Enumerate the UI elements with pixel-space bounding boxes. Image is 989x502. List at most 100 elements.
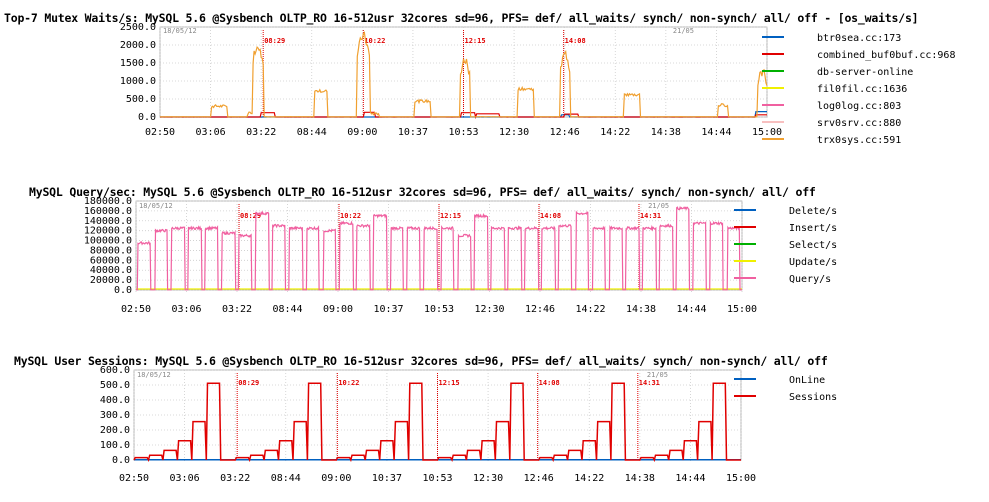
- x-tick-label: 10:53: [424, 304, 454, 315]
- x-tick-label: 14:44: [701, 127, 731, 138]
- y-tick-label: 0.0: [114, 285, 132, 296]
- marker-label: 10:22: [338, 379, 359, 387]
- y-tick-label: 2000.0: [120, 40, 156, 51]
- x-tick-label: 03:06: [196, 127, 226, 138]
- x-tick-label: 03:22: [222, 304, 252, 315]
- x-tick-label: 14:38: [625, 473, 655, 484]
- query-sec-chart: MySQL Query/sec: MySQL 5.6 @Sysbench OLT…: [0, 180, 989, 345]
- marker-label: 14:08: [565, 37, 586, 45]
- y-tick-label: 200.0: [100, 425, 130, 436]
- legend-label: combined_buf0buf.cc:968: [817, 50, 955, 61]
- y-tick-label: 1500.0: [120, 58, 156, 69]
- legend-label: db-server-online: [817, 67, 913, 78]
- x-tick-label: 12:46: [525, 304, 555, 315]
- marker-label: 12:15: [465, 37, 486, 45]
- legend-label: Query/s: [789, 274, 831, 285]
- y-tick-label: 40000.0: [90, 265, 132, 276]
- y-tick-label: 140000.0: [84, 216, 132, 227]
- x-tick-label: 12:30: [473, 473, 503, 484]
- series-line: [133, 382, 741, 463]
- date-mark: 21/05: [673, 27, 694, 35]
- date-mark: 21/05: [648, 202, 669, 210]
- legend-label: OnLine: [789, 375, 825, 386]
- date-mark: 18/05/12: [163, 27, 197, 35]
- x-tick-label: 14:44: [676, 304, 706, 315]
- y-tick-label: 120000.0: [84, 226, 132, 237]
- y-tick-label: 60000.0: [90, 255, 132, 266]
- x-tick-label: 10:37: [398, 127, 428, 138]
- y-tick-label: 600.0: [100, 365, 130, 376]
- marker-label: 14:31: [639, 379, 660, 387]
- x-tick-label: 03:06: [170, 473, 200, 484]
- marker-label: 14:08: [540, 212, 561, 220]
- x-tick-label: 14:38: [626, 304, 656, 315]
- x-tick-label: 09:00: [321, 473, 351, 484]
- y-tick-label: 500.0: [126, 94, 156, 105]
- series-line: [136, 205, 742, 291]
- x-tick-label: 03:06: [171, 304, 201, 315]
- x-tick-label: 14:44: [675, 473, 705, 484]
- x-tick-label: 12:46: [524, 473, 554, 484]
- x-tick-label: 10:53: [448, 127, 478, 138]
- legend-label: Insert/s: [789, 223, 837, 234]
- legend-label: btr0sea.cc:173: [817, 33, 901, 44]
- x-tick-label: 12:30: [499, 127, 529, 138]
- legend-label: Delete/s: [789, 206, 837, 217]
- legend-label: Update/s: [789, 257, 837, 268]
- x-tick-label: 15:00: [726, 473, 756, 484]
- y-tick-label: 2500.0: [120, 22, 156, 33]
- x-tick-label: 02:50: [119, 473, 149, 484]
- legend-label: srv0srv.cc:880: [817, 118, 901, 129]
- x-tick-label: 10:37: [372, 473, 402, 484]
- marker-label: 08:29: [264, 37, 285, 45]
- y-tick-label: 400.0: [100, 395, 130, 406]
- y-tick-label: 1000.0: [120, 76, 156, 87]
- x-tick-label: 14:22: [575, 304, 605, 315]
- marker-label: 12:15: [440, 212, 461, 220]
- mutex-waits-chart: Top-7 Mutex Waits/s: MySQL 5.6 @Sysbench…: [0, 0, 989, 160]
- y-tick-label: 160000.0: [84, 206, 132, 217]
- chart-svg: 0.0 100.0 200.0 300.0 400.0 500.0 600.0 02:50 03…: [100, 365, 837, 484]
- chart-title: MySQL User Sessions: MySQL 5.6 @Sysbench…: [14, 354, 828, 368]
- marker-label: 10:22: [340, 212, 361, 220]
- date-mark: 21/05: [647, 371, 668, 379]
- x-tick-label: 15:00: [727, 304, 757, 315]
- x-tick-label: 10:53: [422, 473, 452, 484]
- x-tick-label: 09:00: [323, 304, 353, 315]
- y-tick-label: 500.0: [100, 380, 130, 391]
- plot-area: [135, 200, 743, 291]
- legend-label: log0log.cc:803: [817, 101, 901, 112]
- x-tick-label: 10:37: [373, 304, 403, 315]
- y-tick-label: 80000.0: [90, 245, 132, 256]
- x-tick-label: 14:22: [574, 473, 604, 484]
- x-tick-label: 08:44: [297, 127, 327, 138]
- chart-title: Top-7 Mutex Waits/s: MySQL 5.6 @Sysbench…: [4, 11, 919, 25]
- x-tick-label: 14:22: [600, 127, 630, 138]
- marker-label: 12:15: [439, 379, 460, 387]
- x-tick-label: 08:44: [272, 304, 302, 315]
- date-mark: 18/05/12: [139, 202, 173, 210]
- y-tick-label: 100.0: [100, 440, 130, 451]
- series-line: [160, 30, 768, 118]
- x-tick-label: 12:30: [474, 304, 504, 315]
- y-tick-label: 20000.0: [90, 275, 132, 286]
- date-mark: 18/05/12: [137, 371, 171, 379]
- marker-label: 10:22: [364, 37, 385, 45]
- x-tick-label: 02:50: [145, 127, 175, 138]
- x-tick-label: 02:50: [121, 304, 151, 315]
- marker-label: 14:31: [640, 212, 661, 220]
- user-sessions-chart: MySQL User Sessions: MySQL 5.6 @Sysbench…: [0, 348, 989, 502]
- chart-title: MySQL Query/sec: MySQL 5.6 @Sysbench OLT…: [29, 185, 816, 199]
- legend-label: trx0sys.cc:591: [817, 135, 901, 146]
- chart-svg: 0.0 500.0 1000.0 1500.0 2000.0 2500.0 02:50 03:…: [120, 22, 956, 146]
- x-tick-label: 15:00: [752, 127, 782, 138]
- marker-label: 08:29: [238, 379, 259, 387]
- marker-label: 08:29: [240, 212, 261, 220]
- x-tick-label: 09:00: [347, 127, 377, 138]
- chart-svg: 0.020000.040000.060000.080000.0100000.01…: [84, 196, 837, 315]
- x-tick-label: 08:44: [271, 473, 301, 484]
- y-tick-label: 180000.0: [84, 196, 132, 207]
- marker-label: 14:08: [539, 379, 560, 387]
- legend-label: Sessions: [789, 392, 837, 403]
- legend-label: Select/s: [789, 240, 837, 251]
